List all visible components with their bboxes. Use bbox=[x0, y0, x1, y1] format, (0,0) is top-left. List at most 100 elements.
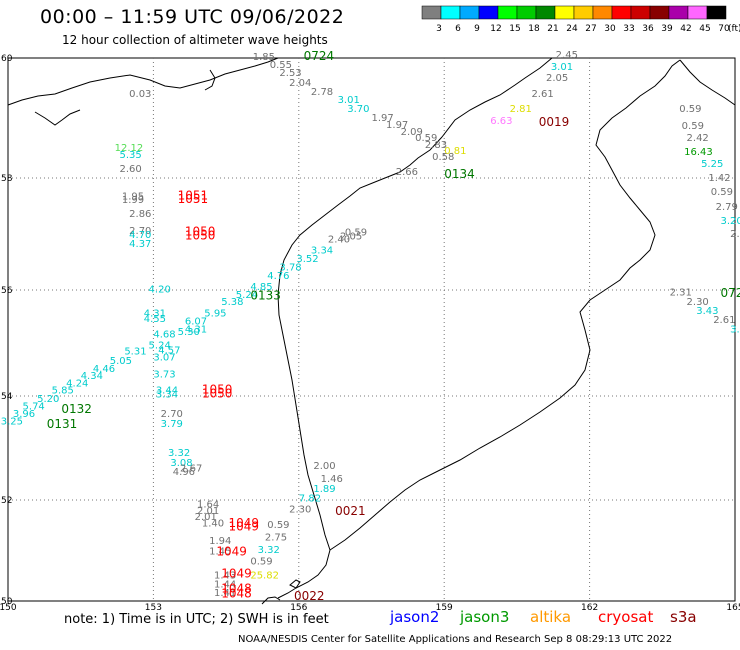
wave-height-label: 4.68 bbox=[153, 330, 175, 341]
wave-height-label: 1.85 bbox=[253, 52, 275, 63]
wave-height-label: 3.07 bbox=[153, 352, 175, 363]
pass-time-label: 1050 bbox=[185, 229, 216, 243]
koni-peninsula bbox=[34, 109, 81, 126]
legend-tick-label: 12 bbox=[490, 24, 501, 34]
wave-height-label: 5.25 bbox=[701, 159, 723, 170]
wave-height-label: 2.94 bbox=[730, 229, 740, 240]
longitude-label: 150 bbox=[0, 603, 17, 613]
map-frame bbox=[7, 57, 736, 602]
wave-height-label: 1.42 bbox=[708, 173, 730, 184]
wave-height-label: 2.83 bbox=[425, 140, 447, 151]
wave-height-label: 0.59 bbox=[345, 228, 367, 239]
legend-tick-label: 36 bbox=[642, 24, 654, 34]
longitude-label: 156 bbox=[290, 603, 307, 613]
wave-height-label: 1.97 bbox=[372, 113, 394, 124]
wave-height-label: 3.08 bbox=[170, 458, 192, 469]
wave-height-label: 2.78 bbox=[311, 87, 333, 98]
wave-height-label: 1.64 bbox=[197, 500, 219, 511]
latitude-label: 50 bbox=[1, 597, 13, 607]
pass-time-label: 1049 bbox=[229, 519, 260, 533]
kamchatka-coast bbox=[277, 57, 553, 599]
satellite-jason3: jason3 bbox=[460, 608, 510, 626]
pass-time-label: 1050 bbox=[202, 387, 233, 401]
wave-height-label: 5.20 bbox=[37, 394, 59, 405]
wave-height-label: 2.53 bbox=[279, 68, 301, 79]
pass-time-label: 1051 bbox=[178, 188, 209, 202]
pass-time-label: 0132 bbox=[61, 402, 92, 416]
latitude-label: 54 bbox=[1, 392, 13, 402]
wave-height-label: 2.81 bbox=[510, 104, 532, 115]
wave-height-label: 2.05 bbox=[546, 73, 568, 84]
wave-height-label: 1.45 bbox=[209, 547, 231, 558]
wave-height-label: 5.05 bbox=[110, 356, 132, 367]
pyagina-peninsula bbox=[204, 69, 216, 91]
okhotsk-north-coast bbox=[7, 57, 279, 106]
legend-swatch bbox=[421, 5, 442, 20]
wave-height-label: 4.24 bbox=[66, 378, 88, 389]
wave-height-label: 4.57 bbox=[158, 346, 180, 357]
wave-height-label: 2.01 bbox=[197, 506, 219, 517]
wave-height-label: 5.30 bbox=[178, 327, 200, 338]
wave-height-label: 5.38 bbox=[221, 297, 243, 308]
legend-swatch bbox=[554, 5, 575, 20]
wave-height-label: 3.01 bbox=[338, 95, 360, 106]
wave-height-label: 2.09 bbox=[401, 127, 423, 138]
legend-tick-label: 27 bbox=[585, 24, 596, 34]
wave-height-label: 1.41 bbox=[214, 588, 236, 599]
wave-height-label: 5.74 bbox=[23, 402, 45, 413]
wave-height-label: 4.31 bbox=[144, 309, 166, 320]
karaginsky-coast bbox=[679, 59, 736, 106]
wave-height-label: 0.03 bbox=[129, 89, 151, 100]
wave-height-label: 5.95 bbox=[204, 309, 226, 320]
wave-height-label: 25.82 bbox=[250, 570, 279, 581]
satellite-s3a: s3a bbox=[670, 608, 697, 626]
wave-height-label: 2.61 bbox=[531, 89, 553, 100]
wave-height-label: 4.31 bbox=[185, 324, 207, 335]
wave-height-label: 2.60 bbox=[119, 164, 141, 175]
wave-height-label: 4.37 bbox=[129, 239, 151, 250]
wave-height-label: 12.12 bbox=[115, 143, 144, 154]
legend-swatch bbox=[706, 5, 727, 20]
wave-height-label: 2.31 bbox=[670, 287, 692, 298]
wave-height-label: 4.70 bbox=[129, 230, 151, 241]
wave-height-label: 2.42 bbox=[687, 133, 709, 144]
legend-tick-label: 30 bbox=[604, 24, 616, 34]
wave-height-label: 3.78 bbox=[279, 262, 301, 273]
legend-tick-label: 45 bbox=[699, 24, 710, 34]
latitude-label: 60 bbox=[1, 54, 13, 64]
pass-time-label: 1049 bbox=[229, 516, 260, 530]
pass-time-label: 1048 bbox=[221, 581, 252, 595]
legend-tick-label: 70 bbox=[718, 24, 730, 34]
wave-height-label: 2.79 bbox=[716, 202, 738, 213]
satellite-cryosat: cryosat bbox=[598, 608, 654, 626]
wave-height-label: 3.32 bbox=[258, 545, 280, 556]
wave-height-label: 2.70 bbox=[129, 226, 151, 237]
legend-swatch bbox=[478, 5, 499, 20]
wave-height-label: 4.76 bbox=[267, 271, 289, 282]
pass-time-label: 0131 bbox=[47, 417, 78, 431]
pass-time-label: 1050 bbox=[202, 382, 233, 396]
wave-height-label: 3.34 bbox=[156, 390, 178, 401]
wave-height-label: 0.59 bbox=[682, 121, 704, 132]
wave-height-label: 4.34 bbox=[81, 371, 103, 382]
legend-swatch bbox=[516, 5, 537, 20]
coastline bbox=[7, 57, 736, 605]
latitude-label: 56 bbox=[1, 286, 13, 296]
pass-time-label: 0724 bbox=[304, 49, 335, 63]
legend-swatch bbox=[630, 5, 651, 20]
altimeter-labels: 1.850.552.532.042.783.013.701.971.972.09… bbox=[1, 49, 740, 603]
longitude-label: 162 bbox=[581, 603, 598, 613]
legend-tick-label: 21 bbox=[547, 24, 558, 34]
wave-height-label: 0.58 bbox=[432, 152, 454, 163]
map-subtitle: 12 hour collection of altimeter wave hei… bbox=[62, 33, 328, 47]
pass-time-label: 1049 bbox=[216, 545, 247, 559]
wave-height-label: 3.96 bbox=[13, 409, 35, 420]
wave-height-label: 2.00 bbox=[313, 461, 335, 472]
wave-height-label: 5.85 bbox=[52, 385, 74, 396]
satellite-altika: altika bbox=[530, 608, 572, 626]
pass-time-label: 1049 bbox=[221, 566, 252, 580]
wave-height-label: 5.24 bbox=[149, 340, 171, 351]
legend-tick-label: 6 bbox=[455, 24, 461, 34]
pass-time-label: 1050 bbox=[185, 225, 216, 239]
